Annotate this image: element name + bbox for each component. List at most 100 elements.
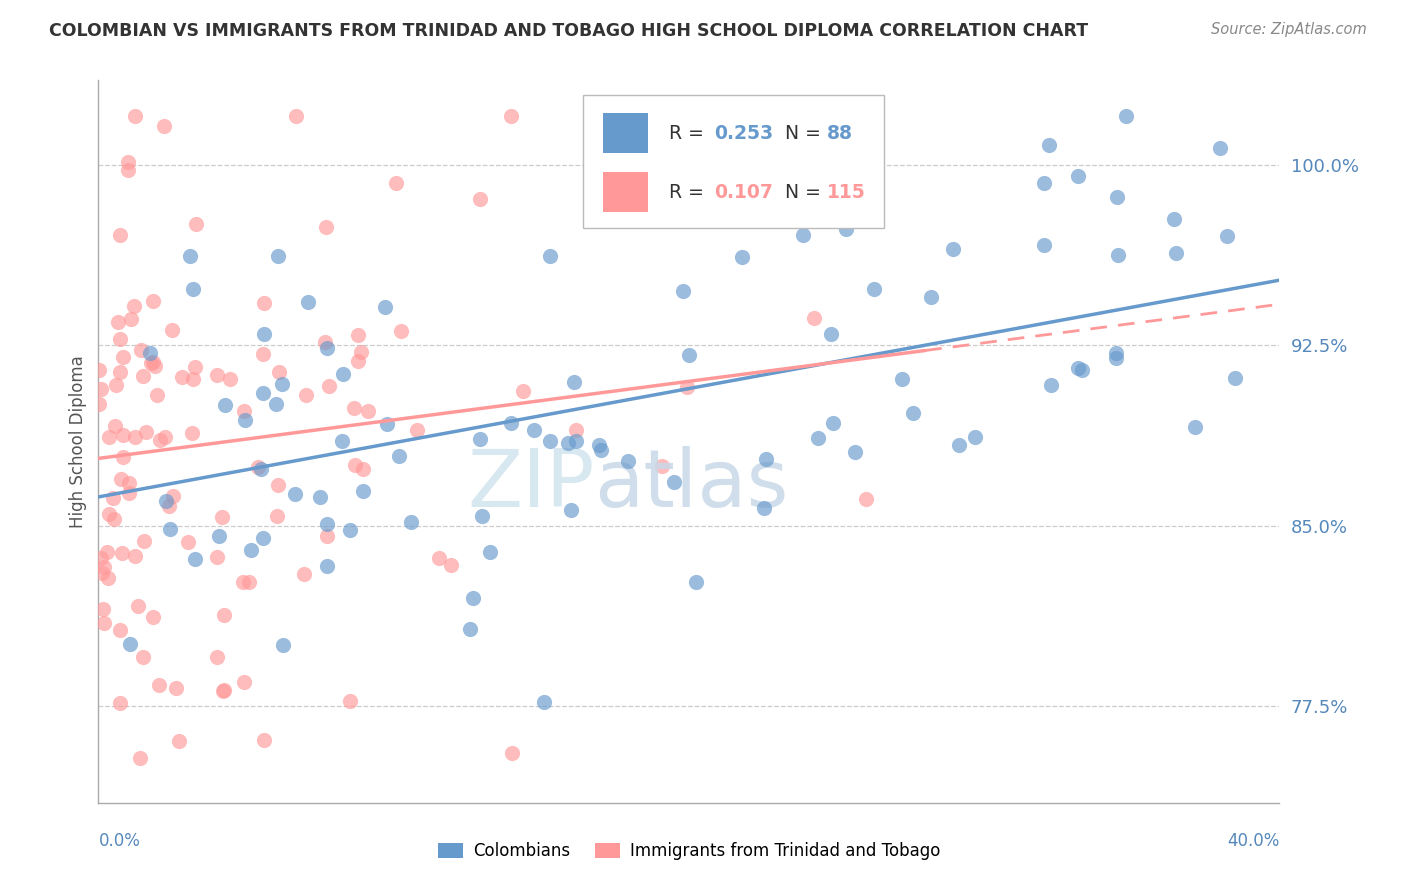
Bar [603,172,648,212]
Point [134,533,156,548]
Text: 88: 88 [827,123,853,143]
Point [252,531,274,545]
Point [108,696,131,710]
Point [1033,238,1056,252]
Point [157,500,180,514]
Point [167,734,190,748]
Point [339,523,361,537]
Point [439,558,461,573]
Point [346,328,368,343]
Point [120,312,142,326]
Point [664,475,686,489]
Point [142,355,165,369]
Text: 0.253: 0.253 [714,123,773,143]
Point [315,558,337,573]
Point [672,284,695,298]
Point [357,403,380,417]
Point [118,476,141,491]
Point [1164,246,1187,260]
Point [375,417,398,431]
Point [122,299,145,313]
Point [1040,377,1063,392]
Point [111,350,134,364]
Point [391,324,413,338]
Point [149,433,172,447]
Point [1216,228,1239,243]
FancyBboxPatch shape [582,95,884,228]
Point [316,341,339,355]
Point [232,404,254,418]
Point [107,315,129,329]
Point [266,478,288,492]
Point [118,485,141,500]
Point [97,571,120,585]
Point [352,461,374,475]
Point [678,348,700,362]
Point [219,372,242,386]
Point [240,543,263,558]
Point [314,335,336,350]
Point [212,682,235,697]
Point [124,109,146,123]
Point [1070,363,1092,377]
Point [93,559,115,574]
Point [252,326,274,341]
Point [117,162,139,177]
Point [1105,351,1128,365]
Point [538,249,561,263]
Point [948,437,970,451]
Point [565,434,588,448]
Point [108,332,131,346]
Text: atlas: atlas [595,446,789,524]
Text: 0.107: 0.107 [714,183,773,202]
Point [1105,346,1128,360]
Point [1105,190,1128,204]
Point [131,650,153,665]
Point [501,746,523,760]
Point [963,429,986,443]
Point [112,450,135,464]
Point [309,490,332,504]
Point [499,416,522,430]
Point [1066,169,1088,183]
Point [855,491,877,506]
Point [205,549,228,564]
Point [233,675,256,690]
Point [87,397,110,411]
Point [104,418,127,433]
Point [132,368,155,383]
Point [1209,141,1232,155]
Point [139,356,162,370]
Point [271,377,294,392]
Point [315,219,337,234]
Point [1038,138,1060,153]
Point [124,430,146,444]
Point [142,293,165,308]
Point [820,326,842,341]
Point [468,432,491,446]
Point [862,282,884,296]
Point [342,401,364,416]
Point [271,638,294,652]
Point [103,491,125,506]
Point [93,616,115,631]
Point [264,397,287,411]
Point [512,384,534,399]
Text: R =: R = [669,183,710,202]
Point [588,438,610,452]
Point [458,622,481,636]
Point [266,508,288,523]
Point [110,472,132,486]
Point [135,425,157,439]
Point [903,406,925,420]
Point [427,550,450,565]
Point [214,398,236,412]
Point [316,516,339,531]
Text: R =: R = [669,123,710,143]
Point [471,508,494,523]
Point [1067,361,1090,376]
Point [108,228,131,243]
Point [339,694,361,708]
Point [560,503,582,517]
Point [183,282,205,296]
